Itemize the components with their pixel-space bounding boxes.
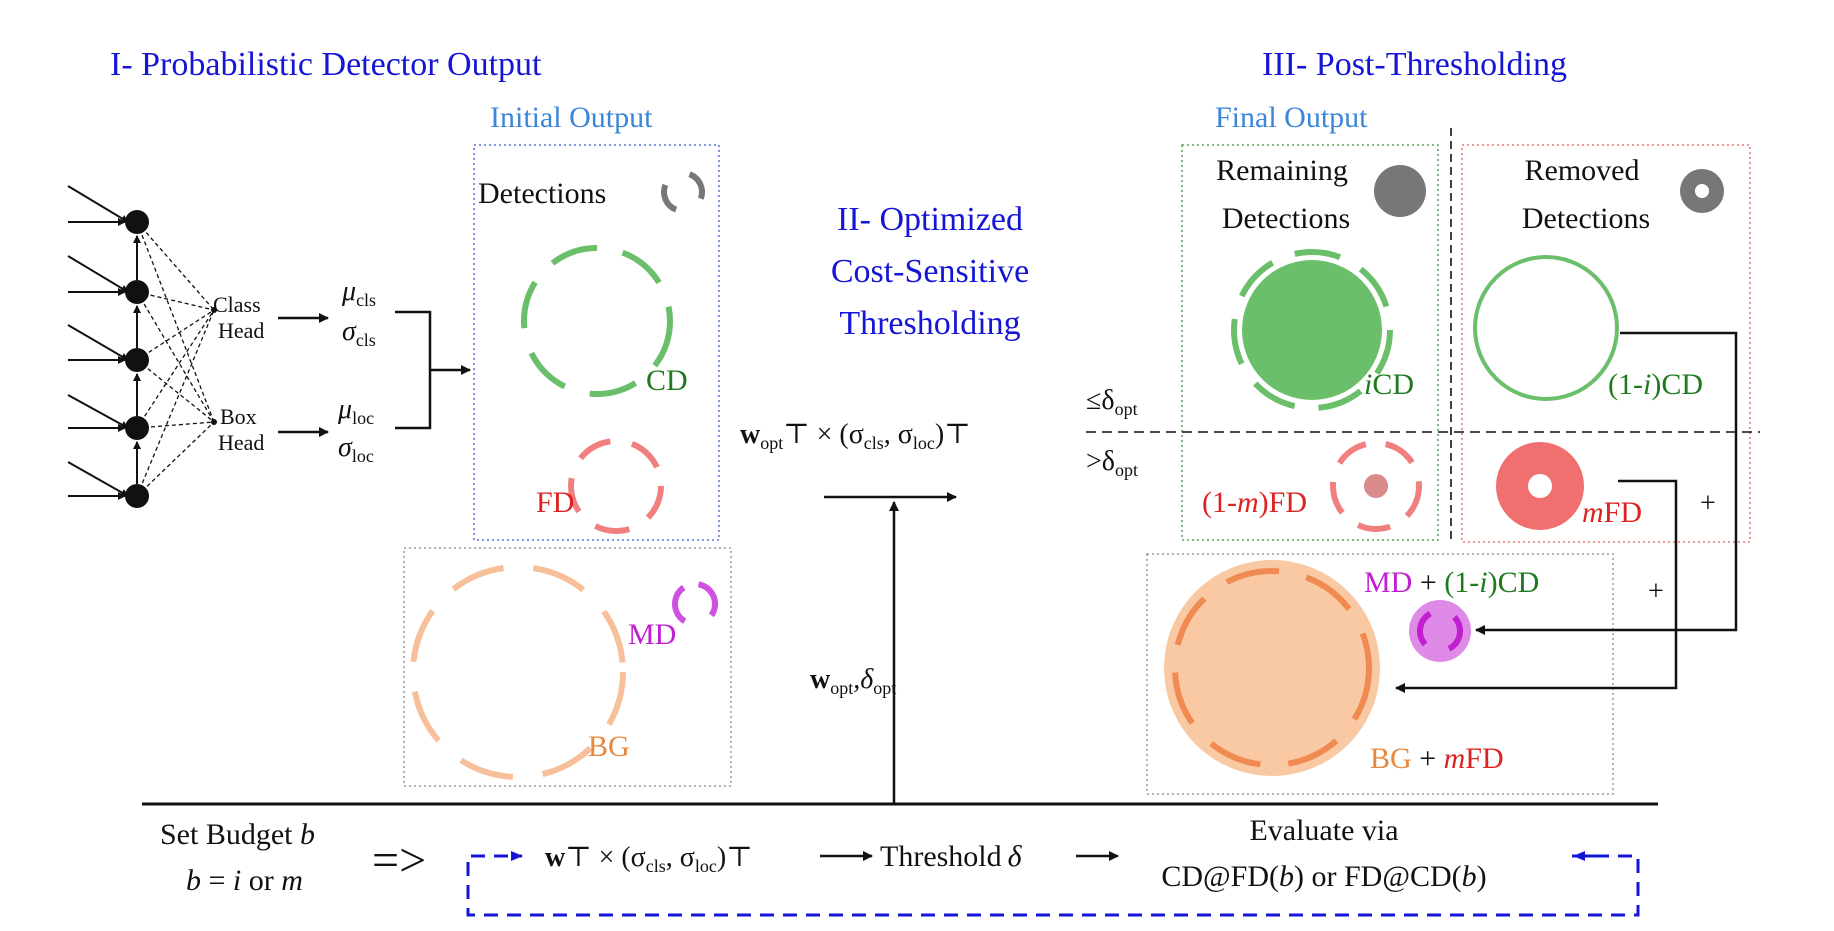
cd-initial-label: CD — [646, 364, 688, 397]
mu-cls-label: μcls — [341, 276, 376, 310]
remaining-legend-icon — [1374, 165, 1426, 217]
remaining-label-line1: Remaining — [1216, 154, 1348, 187]
combined-background-box — [1146, 553, 1614, 795]
class-head-label-line2: Head — [218, 318, 264, 343]
budget-threshold-formula: w⊤ × (σcls, σloc)⊤ — [545, 842, 753, 876]
network-node — [125, 348, 149, 372]
removed-label-line2: Detections — [1522, 202, 1650, 235]
bg-initial-label: BG — [588, 730, 630, 763]
opt-params-label: wopt,δopt — [810, 664, 896, 698]
md-initial-circle — [672, 581, 718, 627]
post-thresholding-section-title: III- Post-Thresholding — [1262, 46, 1567, 83]
fd-initial-circle — [568, 438, 664, 534]
network-node — [125, 416, 149, 440]
removed-label-line1: Removed — [1525, 154, 1640, 187]
icd-label: iCD — [1364, 368, 1414, 401]
fd-initial-label: FD — [536, 486, 574, 519]
leq-delta-label: ≤δopt — [1086, 385, 1138, 419]
detector-section-title: I- Probabilistic Detector Output — [110, 46, 542, 83]
remaining-fd-circle — [1330, 440, 1422, 532]
gt-delta-label: >δopt — [1086, 446, 1138, 480]
thresholding-title-line2: Cost-Sensitive — [831, 253, 1029, 290]
plus-sign-upper: + — [1700, 488, 1716, 519]
threshold-label: Threshold δ — [880, 840, 1023, 873]
sigma-loc-label: σloc — [338, 432, 374, 466]
bg-plus-fd-label: BG + mFD — [1370, 742, 1504, 775]
removed-detections-box — [1461, 144, 1751, 543]
initial-output-title: Initial Output — [490, 101, 653, 134]
set-budget-label: Set Budget b — [160, 818, 315, 851]
thresholding-title-line1: II- Optimized — [837, 201, 1023, 238]
mu-loc-label: μloc — [337, 394, 374, 428]
detection-legend-icon — [661, 170, 705, 214]
loop-dashed-path — [466, 851, 1640, 917]
evaluate-line2: CD@FD(b) or FD@CD(b) — [1161, 860, 1486, 893]
removed-cd-label: (1-i)CD — [1608, 368, 1703, 401]
detections-label: Detections — [478, 177, 606, 210]
final-output-title: Final Output — [1215, 101, 1368, 134]
box-head-label-line1: Box — [220, 404, 257, 429]
network-node — [125, 210, 149, 234]
removed-cd-circle — [1473, 255, 1619, 401]
network-node — [125, 484, 149, 508]
removed-cd-route — [1475, 331, 1738, 635]
box-head-label-line2: Head — [218, 430, 264, 455]
md-initial-label: MD — [628, 618, 676, 651]
remaining-fd-label: (1-m)FD — [1202, 486, 1307, 519]
class-head-label-line1: Class — [213, 292, 261, 317]
neural-network — [67, 185, 217, 508]
icd-filled-circle — [1242, 260, 1382, 400]
thresholding-title-line3: Thresholding — [839, 305, 1020, 342]
network-node — [125, 280, 149, 304]
background-box — [403, 547, 732, 787]
implies-arrow: => — [372, 834, 426, 887]
bg-combined-circle — [1164, 560, 1380, 776]
removed-fd-label: mFD — [1582, 496, 1642, 529]
opt-threshold-formula: wopt⊤ × (σcls, σloc)⊤ — [740, 419, 971, 453]
sigma-cls-label: σcls — [342, 316, 376, 350]
remaining-label-line2: Detections — [1222, 202, 1350, 235]
md-plus-cd-label: MD + (1-i)CD — [1364, 566, 1539, 599]
bg-initial-circle — [410, 564, 626, 780]
plus-sign-lower: + — [1648, 576, 1664, 607]
cd-initial-circle — [521, 245, 673, 397]
evaluate-line1: Evaluate via — [1249, 814, 1398, 847]
budget-choice-label: b = i or m — [186, 864, 303, 897]
removed-fd-route — [1395, 479, 1678, 693]
